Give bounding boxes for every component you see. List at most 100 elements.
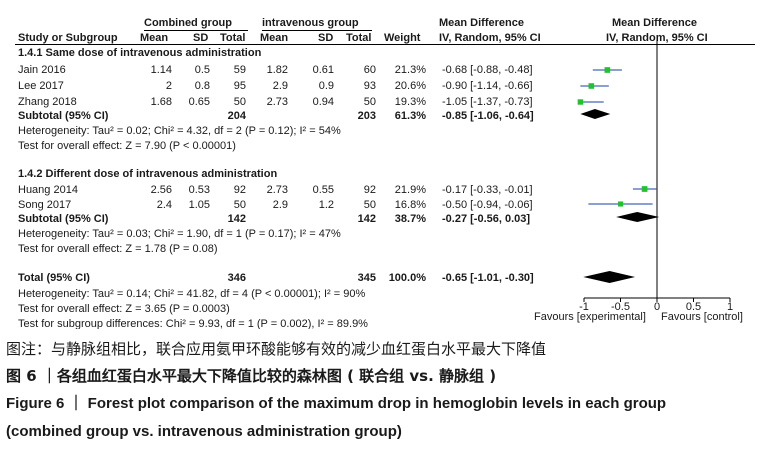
- subtotal-label: Subtotal (95% CI): [18, 213, 109, 225]
- col-ci-right: IV, Random, 95% CI: [606, 32, 708, 44]
- mean2: 2.9: [272, 80, 288, 92]
- mean2: 2.9: [272, 199, 288, 211]
- subtotal-weight: 61.3%: [394, 110, 426, 122]
- sd1: 0.53: [188, 184, 210, 196]
- sd1: 0.5: [194, 64, 210, 76]
- total2: 93: [363, 80, 376, 92]
- x-tick-label: -0.5: [611, 301, 630, 313]
- mean1: 1.14: [150, 64, 172, 76]
- group2-title: 1.4.2 Different dose of intravenous admi…: [18, 168, 278, 180]
- study-name: Zhang 2018: [18, 96, 77, 108]
- mean2: 1.82: [266, 64, 288, 76]
- col-mean2: Mean: [260, 32, 289, 44]
- x-tick-label: 0: [654, 301, 660, 313]
- study-name: Lee 2017: [18, 80, 64, 92]
- total-total1: 346: [227, 272, 246, 284]
- heterogeneity-text: Heterogeneity: Tau² = 0.03; Chi² = 1.90,…: [18, 228, 341, 240]
- overall-effect-text: Test for overall effect: Z = 3.65 (P = 0…: [18, 303, 230, 315]
- weight: 21.3%: [394, 64, 426, 76]
- figure-title-cn: 图 6 ｜各组血红蛋白水平最大下降值比较的森林图 ( 联合组 vs. 静脉组 ): [6, 367, 497, 385]
- subtotal-total1: 142: [227, 213, 246, 225]
- study-name: Huang 2014: [18, 184, 78, 196]
- weight: 19.3%: [394, 96, 426, 108]
- weight: 20.6%: [394, 80, 426, 92]
- sd2: 0.55: [312, 184, 334, 196]
- total-weight: 100.0%: [388, 272, 426, 284]
- mean-diff-header-right: Mean Difference: [612, 17, 697, 29]
- combined-group-header: Combined group: [144, 17, 232, 29]
- mean1: 1.68: [150, 96, 172, 108]
- sd1: 0.8: [194, 80, 210, 92]
- point-estimate: [617, 201, 624, 207]
- col-mean1: Mean: [140, 32, 169, 44]
- col-total1: Total: [220, 32, 246, 44]
- mean1: 2.56: [150, 184, 172, 196]
- sd1: 0.65: [188, 96, 210, 108]
- subtotal-total2: 203: [357, 110, 376, 122]
- sd2: 0.9: [318, 80, 334, 92]
- header-rule: [15, 44, 755, 45]
- figure-note: 图注：与静脉组相比，联合应用氨甲环酸能够有效的减少血红蛋白水平最大下降值: [6, 340, 547, 358]
- total-label: Total (95% CI): [18, 272, 90, 284]
- subgroup-diff-text: Test for subgroup differences: Chi² = 9.…: [18, 318, 368, 329]
- ci-text: -0.68 [-0.88, -0.48]: [442, 64, 533, 76]
- iv-underline: [262, 30, 372, 31]
- total2: 60: [363, 64, 376, 76]
- subtotal-total2: 142: [357, 213, 376, 225]
- ci-text: -1.05 [-1.37, -0.73]: [442, 96, 533, 108]
- point-estimate: [641, 186, 648, 192]
- x-tick-label: -1: [579, 301, 589, 313]
- sd2: 0.61: [312, 64, 334, 76]
- forest-plot: -1 -0.5 0 0.5 1: [577, 40, 733, 313]
- mean2: 2.73: [266, 96, 288, 108]
- mean1: 2.4: [156, 199, 172, 211]
- ci-text: -0.90 [-1.14, -0.66]: [442, 80, 533, 92]
- weight: 16.8%: [394, 199, 426, 211]
- col-total2: Total: [346, 32, 372, 44]
- sd2: 0.94: [312, 96, 334, 108]
- subtotal-ci: -0.27 [-0.56, 0.03]: [442, 213, 531, 225]
- study-name: Song 2017: [18, 199, 72, 211]
- combined-underline: [144, 30, 248, 31]
- total-ci: -0.65 [-1.01, -0.30]: [442, 272, 534, 284]
- ci-text: -0.50 [-0.94, -0.06]: [442, 199, 533, 211]
- total1: 50: [233, 199, 246, 211]
- overall-effect-text: Test for overall effect: Z = 1.78 (P = 0…: [18, 243, 218, 255]
- subtotal-diamond: [580, 109, 611, 119]
- overall-effect-text: Test for overall effect: Z = 7.90 (P < 0…: [18, 140, 236, 152]
- sd2: 1.2: [318, 199, 334, 211]
- weight: 21.9%: [394, 184, 426, 196]
- col-weight: Weight: [384, 32, 421, 44]
- col-study: Study or Subgroup: [18, 32, 118, 44]
- total1: 59: [233, 64, 246, 76]
- x-tick-label: 1: [727, 301, 733, 313]
- favours-control-label: Favours [control]: [661, 311, 743, 323]
- subtotal-total1: 204: [227, 110, 246, 122]
- col-ci-left: IV, Random, 95% CI: [439, 32, 541, 44]
- mean1: 2: [165, 80, 172, 92]
- total1: 95: [233, 80, 246, 92]
- total1: 50: [233, 96, 246, 108]
- subtotal-label: Subtotal (95% CI): [18, 110, 109, 122]
- subtotal-diamond: [616, 212, 660, 222]
- favours-experimental-label: Favours [experimental]: [534, 311, 646, 323]
- figure-title-en-1: Figure 6 ｜ Forest plot comparison of the…: [6, 395, 667, 412]
- mean-diff-header-left: Mean Difference: [439, 17, 524, 29]
- col-sd1: SD: [193, 32, 209, 44]
- heterogeneity-text: Heterogeneity: Tau² = 0.02; Chi² = 4.32,…: [18, 125, 341, 137]
- iv-group-header: intravenous group: [262, 17, 359, 29]
- point-estimate: [604, 67, 611, 73]
- total2: 92: [363, 184, 376, 196]
- figure-title-en-2: (combined group vs. intravenous administ…: [6, 423, 402, 440]
- x-tick-label: 0.5: [686, 301, 701, 313]
- total2: 50: [363, 199, 376, 211]
- heterogeneity-text: Heterogeneity: Tau² = 0.14; Chi² = 41.82…: [18, 288, 366, 300]
- point-estimate: [588, 83, 595, 89]
- point-estimate: [577, 99, 584, 105]
- total-total2: 345: [357, 272, 376, 284]
- subtotal-ci: -0.85 [-1.06, -0.64]: [442, 110, 534, 122]
- study-name: Jain 2016: [18, 64, 66, 76]
- subtotal-weight: 38.7%: [394, 213, 426, 225]
- col-sd2: SD: [318, 32, 334, 44]
- total2: 50: [363, 96, 376, 108]
